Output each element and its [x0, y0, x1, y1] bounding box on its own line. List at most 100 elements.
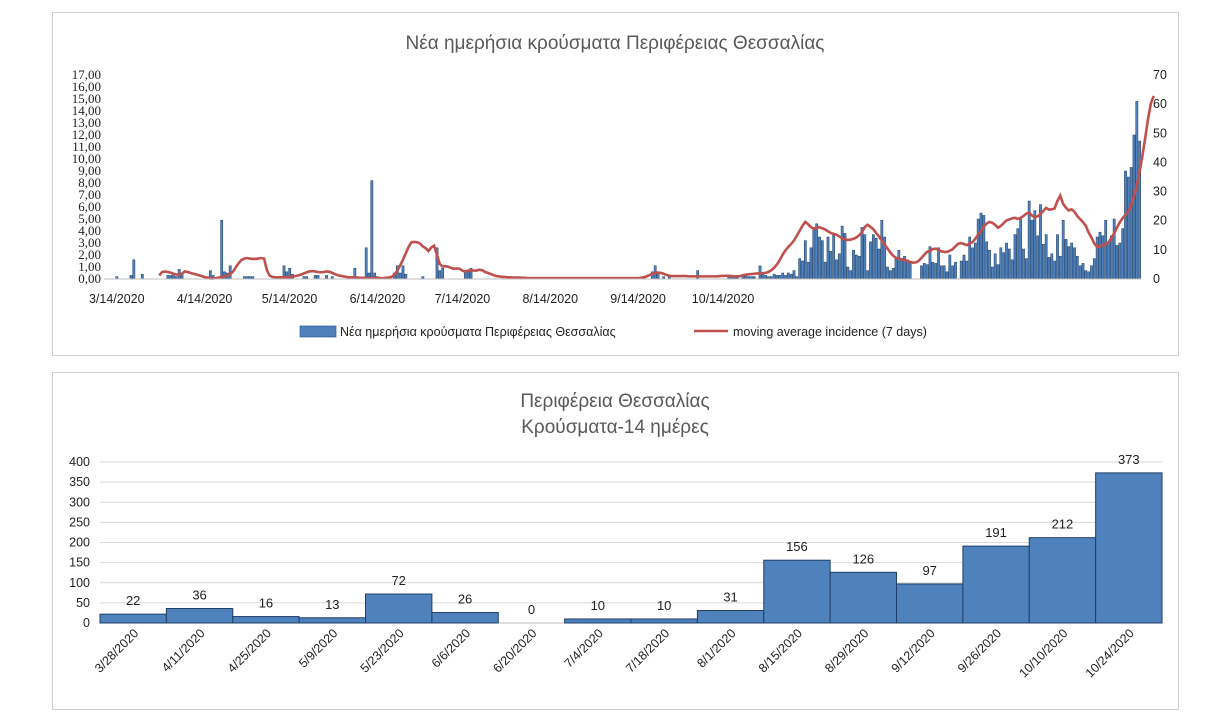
data-label: 31: [723, 590, 737, 605]
daily-case-bar: [1002, 252, 1006, 280]
left-y-tick-label: 5,00: [78, 211, 101, 226]
left-y-tick-label: 8,00: [78, 175, 101, 190]
daily-case-bar: [316, 275, 320, 280]
daily-case-bar: [404, 273, 408, 280]
daily-case-bar: [863, 234, 867, 280]
daily-case-bar: [1007, 248, 1011, 280]
daily-case-bar: [877, 248, 881, 280]
daily-case-bar: [1087, 271, 1091, 280]
daily-case-bar: [979, 212, 983, 280]
y-tick-label: 250: [69, 515, 90, 529]
daily-case-bar: [1107, 242, 1110, 280]
left-y-tick-label: 1,00: [78, 259, 101, 274]
x-tick-label: 6/14/2020: [350, 292, 406, 306]
daily-case-bar: [832, 233, 836, 280]
x-tick-label: 9/26/2020: [955, 626, 1004, 675]
right-y-tick-label: 60: [1153, 97, 1167, 111]
daily-case-bar: [1041, 243, 1045, 280]
daily-case-bar: [169, 275, 173, 280]
daily-case-bar: [908, 261, 912, 280]
daily-case-bar: [1115, 245, 1119, 280]
daily-case-bar: [1124, 170, 1127, 280]
daily-case-bar: [1064, 239, 1068, 280]
left-y-tick-label: 0,00: [78, 271, 101, 286]
x-tick-label: 7/4/2020: [562, 626, 606, 670]
daily-case-bar: [1101, 235, 1105, 280]
fourteen-day-bar: [232, 616, 300, 624]
daily-case-bar: [866, 270, 870, 280]
daily-case-bar: [820, 240, 824, 280]
daily-case-bar: [931, 261, 935, 280]
daily-case-bar: [1098, 231, 1102, 280]
fourteen-day-cases-chart: Περιφέρεια Θεσσαλίας Κρούσματα-14 ημέρες…: [69, 391, 1163, 680]
fourteen-day-bar: [763, 559, 831, 624]
y-tick-label: 200: [69, 536, 90, 550]
left-y-tick-label: 15,00: [72, 91, 101, 106]
daily-case-bar: [786, 272, 790, 280]
fourteen-day-bar: [829, 571, 898, 624]
daily-case-bar: [398, 272, 402, 280]
data-label: 156: [786, 539, 808, 554]
left-y-tick-label: 6,00: [78, 199, 101, 214]
fourteen-day-bar: [564, 618, 632, 624]
daily-case-bar: [1078, 265, 1082, 280]
y-axis: 0 50 100 150 200 250 300 350 400: [69, 455, 90, 630]
daily-case-bar: [837, 253, 841, 280]
x-tick-label: 8/14/2020: [522, 292, 578, 306]
daily-case-bar: [999, 247, 1003, 280]
fourteen-day-bars: [99, 472, 1163, 624]
daily-case-bar: [1126, 176, 1130, 280]
x-tick-label: 7/14/2020: [435, 292, 491, 306]
fourteen-day-bar: [298, 617, 367, 624]
x-tick-label: 5/14/2020: [262, 292, 318, 306]
daily-case-bar: [829, 251, 833, 280]
x-tick-label: 5/23/2020: [358, 626, 407, 675]
daily-case-bar: [880, 219, 884, 280]
daily-case-bar: [993, 253, 997, 280]
daily-case-bar: [764, 275, 768, 280]
chart-title: Περιφέρεια Θεσσαλίας: [520, 391, 709, 412]
x-tick-label: 10/14/2020: [692, 292, 755, 306]
daily-case-bar: [973, 242, 977, 280]
right-y-tick-label: 30: [1153, 185, 1167, 199]
left-y-tick-label: 12,00: [72, 127, 101, 142]
daily-case-bar: [897, 249, 901, 280]
x-tick-label: 9/12/2020: [889, 626, 938, 675]
daily-case-bar: [129, 275, 133, 280]
daily-case-bar: [954, 261, 957, 280]
left-y-tick-label: 14,00: [72, 103, 101, 118]
daily-case-bar: [325, 275, 328, 280]
daily-case-bar: [1050, 253, 1054, 280]
daily-cases-bars: [115, 101, 1142, 280]
left-y-tick-label: 3,00: [78, 235, 101, 250]
daily-case-bar: [948, 254, 952, 280]
daily-case-bar: [801, 260, 804, 280]
data-label: 72: [391, 573, 405, 588]
chart-title: Νέα ημερήσια κρούσματα Περιφέρειας Θεσσα…: [406, 33, 825, 54]
x-tick-label: 4/11/2020: [159, 626, 208, 675]
data-label: 191: [985, 525, 1007, 540]
left-y-tick-label: 4,00: [78, 223, 101, 238]
daily-case-bar: [789, 273, 793, 280]
daily-case-bar: [1058, 255, 1062, 280]
daily-case-bar: [937, 247, 940, 280]
daily-case-bar: [792, 270, 796, 280]
daily-case-bar: [965, 260, 969, 280]
daily-case-bar: [220, 219, 224, 280]
daily-case-bar: [1104, 219, 1108, 280]
fourteen-day-bar: [99, 613, 167, 624]
daily-case-bar: [985, 241, 989, 280]
daily-case-bar: [401, 265, 405, 280]
right-y-tick-label: 70: [1153, 68, 1167, 82]
x-axis-labels: 3/28/2020 4/11/2020 4/25/2020 5/9/2020 5/23/…: [92, 626, 1137, 680]
daily-case-bar: [1010, 259, 1014, 280]
y-tick-label: 100: [69, 576, 90, 590]
legend-label-bars: Νέα ημερήσια κρούσματα Περιφέρειας Θεσσα…: [340, 325, 616, 339]
data-label: 22: [126, 593, 140, 608]
daily-case-bar: [891, 267, 895, 280]
daily-case-bar: [871, 234, 875, 280]
daily-case-bar: [959, 260, 963, 280]
daily-case-bar: [140, 273, 144, 280]
x-tick-label: 8/1/2020: [694, 626, 738, 670]
daily-case-bar: [934, 263, 938, 280]
